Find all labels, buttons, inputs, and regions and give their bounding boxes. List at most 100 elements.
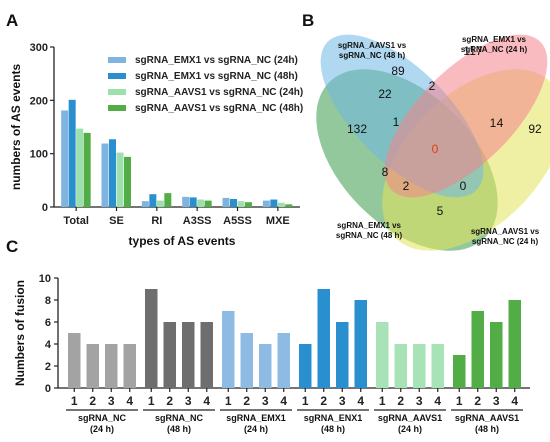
y-tick-label: 6 [45,317,51,329]
bar [508,300,521,388]
venn-set-label: sgRNA_NC (24 h) [472,237,539,246]
venn-region-count: 1 [490,116,497,130]
group-label: sgRNA_NC [78,413,127,423]
legend-label: sgRNA_AAVS1 vs sgRNA_NC (48h) [135,103,303,114]
x-tick-label: 2 [320,394,327,408]
venn-region-count: 5 [437,204,444,218]
venn-region-count: 2 [429,79,436,93]
x-tick-label: 2 [166,394,173,408]
bar [394,344,407,388]
bar [277,333,290,388]
x-tick-label: 3 [185,394,192,408]
bar [61,110,69,207]
bar [68,333,81,388]
bar [123,344,136,388]
y-tick-label: 0 [45,383,51,395]
bar [259,344,272,388]
venn-set-label: sgRNA_AAVS1 vs [338,41,407,50]
bar [230,199,237,207]
venn-region-count: 0 [432,142,439,156]
group-sublabel: (48 h) [321,424,345,434]
group-label: sgRNA_AAVS1 [455,413,519,423]
x-tick-label: 2 [397,394,404,408]
x-tick-label: 3 [262,394,269,408]
bar [471,311,484,388]
group-sublabel: (24 h) [90,424,114,434]
venn-region-count: 2 [403,179,410,193]
y-tick-label: 300 [30,42,48,54]
y-tick-label: 0 [42,202,48,214]
panel-label-b: B [302,11,314,30]
y-tick-label: 100 [30,149,48,161]
venn-set-label: sgRNA_NC (24 h) [461,45,528,54]
x-tick-label: 4 [434,394,441,408]
bar [145,289,158,388]
bar [86,344,99,388]
group-label: sgRNA_NC [155,413,204,423]
bar [453,355,466,388]
x-tick-label: 4 [126,394,133,408]
legend-swatch [108,89,126,95]
y-tick-label: 4 [45,339,52,351]
panel-label-c: C [6,237,18,256]
x-tick-label: SE [109,215,124,227]
panel-a-bar-chart: 0 100 200 300 Total SE RI A3SS A5SS MXE types of A… [9,42,303,248]
venn-region-count: 132 [347,122,367,136]
bar [182,196,190,207]
bar [240,333,253,388]
bar [299,344,312,388]
venn-set-ellipse [384,34,548,198]
venn-set-label: sgRNA_NC (48 h) [336,231,403,240]
bar [262,200,270,207]
bar [101,143,109,207]
legend-label: sgRNA_AAVS1 vs sgRNA_NC (24h) [135,87,303,98]
bar [376,322,389,388]
venn-region-count: 4 [497,116,504,130]
x-tick-label: 3 [416,394,423,408]
x-tick-label: A3SS [183,215,212,227]
x-tick-label: 4 [357,394,364,408]
bar [156,200,164,207]
venn-region-count: 92 [528,122,542,136]
group-sublabel: (48 h) [475,424,499,434]
x-tick-label: Total [63,215,88,227]
venn-region-count: 22 [378,87,392,101]
x-axis-title: types of AS events [129,234,236,248]
venn-region-count: 0 [460,179,467,193]
bar [200,322,213,388]
bar [204,200,212,207]
x-tick-label: 3 [339,394,346,408]
bar [336,322,349,388]
x-tick-label: 2 [243,394,250,408]
x-tick-label: 2 [474,394,481,408]
bar [222,197,230,207]
venn-region-count: 1 [393,115,400,129]
bar [68,99,76,207]
bar [116,152,124,207]
x-tick-label: 2 [89,394,96,408]
bar [189,197,197,207]
x-tick-label: 1 [456,394,463,408]
venn-set-label: sgRNA_EMX1 vs [337,221,402,230]
x-tick-label: 1 [148,394,155,408]
y-axis-title: Numbers of fusion [13,280,27,386]
group-label: sgRNA_AAVS1 [378,413,442,423]
x-tick-label: A5SS [223,215,252,227]
venn-region-count: 8 [382,165,389,179]
bar [182,322,195,388]
venn-set-label: sgRNA_NC (48 h) [339,51,406,60]
bar [277,202,285,207]
bar [109,139,116,207]
x-tick-label: 1 [379,394,386,408]
venn-set-label: sgRNA_EMX1 vs [462,35,527,44]
x-tick-label: MXE [266,215,290,227]
bar [149,194,157,207]
bar [76,128,84,207]
y-tick-label: 10 [39,273,51,285]
x-tick-label: 4 [203,394,210,408]
legend-swatch [108,73,126,79]
bar [317,289,330,388]
bar [164,193,172,207]
